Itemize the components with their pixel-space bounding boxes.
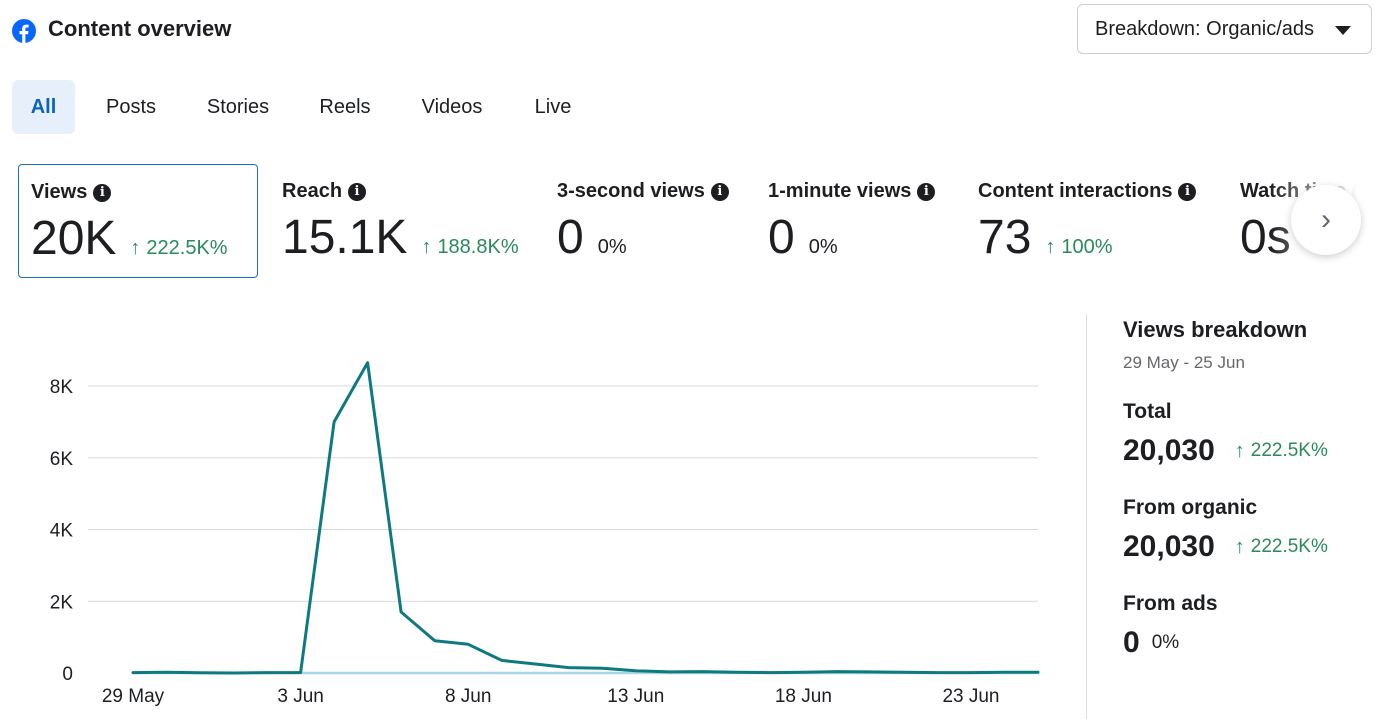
info-icon[interactable]: i (1178, 182, 1197, 201)
metric-label-row: 3-second views i (557, 180, 729, 203)
metric-change: ↑ 188.8K% (421, 236, 518, 259)
arrow-up-icon: ↑ (1045, 236, 1056, 258)
total-change-value: 222.5K% (1250, 440, 1328, 461)
metric-change-value: 100% (1061, 236, 1113, 258)
info-icon[interactable]: i (917, 182, 936, 201)
metric-value-row: 73 ↑ 100% (978, 210, 1113, 265)
series-line-organic (131, 361, 1040, 675)
total-value-row: 20,030 ↑ 222.5K% (1123, 434, 1328, 468)
metric-card-1-minute-views[interactable]: 1-minute views i 0 0% (756, 164, 956, 278)
tab-posts[interactable]: Posts (96, 80, 166, 134)
metric-change-value: 188.8K% (437, 236, 519, 258)
metric-label-row: Reach i (282, 180, 367, 203)
metric-value-row: 0 0% (557, 210, 627, 265)
metric-change-value: 222.5K% (146, 237, 228, 259)
metric-card-content-interactions[interactable]: Content interactions i 73 ↑ 100% (966, 164, 1216, 278)
metric-card-views[interactable]: Views i 20K ↑ 222.5K% (18, 164, 258, 278)
metric-value-row: 0 0% (768, 210, 838, 265)
views-breakdown-title: Views breakdown (1123, 317, 1308, 342)
metric-label: Reach (282, 180, 343, 202)
x-tick-label: 3 Jun (277, 686, 323, 707)
views-line-chart: 0 2K 4K 6K 8K 29 May 3 Jun 8 Jun 13 Jun 18 Jun 23 … (50, 361, 1040, 707)
organic-value-row: 20,030 ↑ 222.5K% (1123, 530, 1328, 564)
tab-label: Reels (319, 95, 371, 118)
breakdown-dropdown-label: Breakdown: Organic/ads (1095, 17, 1315, 40)
y-tick-label: 4K (50, 521, 74, 542)
arrow-up-icon: ↑ (130, 237, 141, 259)
carousel-next-button[interactable]: › (1291, 185, 1361, 255)
x-tick-label: 29 May (102, 686, 165, 707)
y-tick-label: 2K (50, 592, 74, 613)
ads-label: From ads (1123, 592, 1218, 615)
metric-change: ↑ 100% (1045, 236, 1112, 259)
ads-value: 0 (1123, 626, 1140, 659)
x-tick-label: 23 Jun (942, 686, 999, 707)
metric-value: 73 (978, 211, 1032, 264)
tab-label: Live (534, 95, 572, 118)
arrow-up-icon: ↑ (1234, 535, 1245, 558)
page-title: Content overview (48, 16, 232, 41)
tab-label: Videos (421, 95, 483, 118)
total-value: 20,030 (1123, 434, 1215, 467)
tab-label: Stories (206, 95, 270, 118)
tab-label: All (30, 95, 57, 118)
total-label: Total (1123, 400, 1172, 423)
metric-card-reach[interactable]: Reach i 15.1K ↑ 188.8K% (270, 164, 540, 278)
organic-label: From organic (1123, 496, 1258, 519)
facebook-logo-icon (12, 19, 36, 43)
tab-label: Posts (105, 95, 157, 118)
metric-value: 0 (557, 211, 584, 264)
arrow-up-icon: ↑ (1234, 439, 1245, 462)
x-tick-label: 13 Jun (607, 686, 664, 707)
info-icon[interactable]: i (348, 182, 367, 201)
tab-all[interactable]: All (12, 80, 75, 134)
tab-live[interactable]: Live (524, 80, 582, 134)
metric-label-row: Content interactions i (978, 180, 1197, 203)
y-tick-label: 0 (62, 664, 73, 685)
metric-label: 1-minute views (768, 180, 912, 202)
metric-card-3-second-views[interactable]: 3-second views i 0 0% (545, 164, 745, 278)
metric-value: 15.1K (282, 211, 408, 264)
organic-change: ↑ 222.5K% (1235, 536, 1328, 559)
y-tick-label: 8K (50, 377, 74, 398)
metric-value-row: 15.1K ↑ 188.8K% (282, 210, 519, 265)
caret-down-icon (1335, 26, 1351, 35)
tab-videos[interactable]: Videos (410, 80, 494, 134)
x-tick-label: 18 Jun (775, 686, 832, 707)
total-change: ↑ 222.5K% (1235, 440, 1328, 463)
info-icon[interactable]: i (93, 183, 112, 202)
metric-change: ↑ 222.5K% (130, 237, 227, 260)
tab-stories[interactable]: Stories (196, 80, 280, 134)
x-tick-label: 8 Jun (445, 686, 491, 707)
metric-value-row: 20K ↑ 222.5K% (31, 211, 228, 266)
metric-label-row: Views i (31, 181, 112, 204)
metric-value: 20K (31, 212, 117, 265)
metric-value: 0 (768, 211, 795, 264)
chevron-right-icon: › (1321, 203, 1331, 236)
metric-label: 3-second views (557, 180, 705, 202)
y-tick-label: 6K (50, 449, 74, 470)
metric-label: Views (31, 181, 88, 203)
metric-label-row: 1-minute views i (768, 180, 936, 203)
ads-value-row: 0 0% (1123, 626, 1179, 660)
metric-change: 0% (597, 236, 627, 258)
metric-change: 0% (808, 236, 838, 258)
arrow-up-icon: ↑ (421, 236, 432, 258)
date-range: 29 May - 25 Jun (1123, 353, 1245, 372)
metric-label: Content interactions (978, 180, 1173, 202)
organic-change-value: 222.5K% (1250, 536, 1328, 557)
tab-reels[interactable]: Reels (310, 80, 380, 134)
ads-change: 0% (1151, 632, 1180, 653)
organic-value: 20,030 (1123, 530, 1215, 563)
breakdown-dropdown[interactable]: Breakdown: Organic/ads (1077, 4, 1372, 54)
info-icon[interactable]: i (710, 182, 729, 201)
panel-divider (1086, 314, 1087, 719)
